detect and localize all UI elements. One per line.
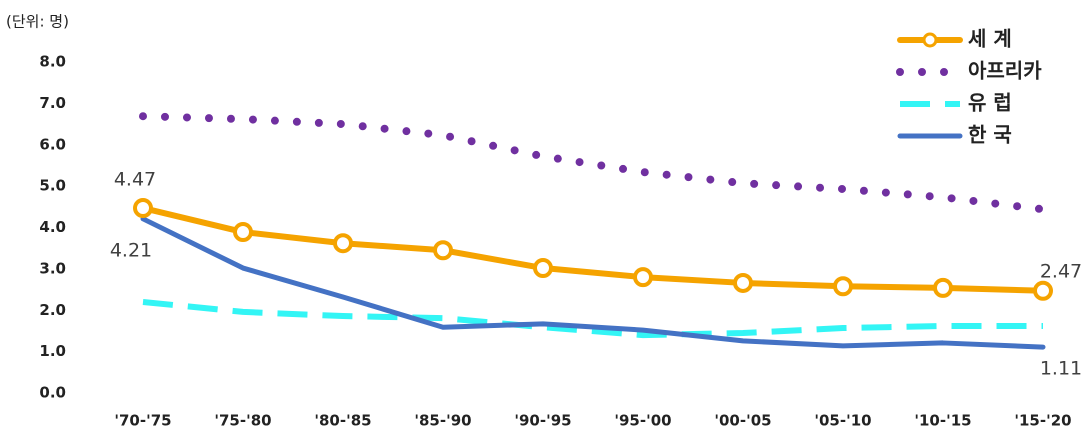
y-tick-label: 8.0 xyxy=(39,53,66,71)
point-marker xyxy=(833,276,853,297)
y-tick-label: 1.0 xyxy=(39,342,66,360)
x-tick-label: '75-'80 xyxy=(214,412,271,430)
y-tick-label: 2.0 xyxy=(39,301,66,319)
point-marker xyxy=(333,233,353,254)
y-tick-label: 4.0 xyxy=(39,218,66,236)
series-line xyxy=(140,216,1046,350)
point-marker xyxy=(633,267,653,288)
x-tick-label: '05-'10 xyxy=(814,412,871,430)
x-tick-label: '10-'15 xyxy=(914,412,971,430)
x-tick-label: '00-'05 xyxy=(714,412,771,430)
x-tick-label: '15-'20 xyxy=(1014,412,1071,430)
y-tick-label: 6.0 xyxy=(39,135,66,153)
series-line xyxy=(142,298,1043,339)
legend-label: 유 럽 xyxy=(968,91,1012,115)
y-tick-label: 3.0 xyxy=(39,259,66,277)
point-marker xyxy=(133,198,153,219)
point-marker xyxy=(433,240,453,261)
y-tick-label: 5.0 xyxy=(39,177,66,195)
legend-label: 세 계 xyxy=(968,27,1012,51)
x-tick-label: '85-'90 xyxy=(414,412,471,430)
data-label: 1.11 xyxy=(1040,358,1082,380)
point-marker xyxy=(933,277,953,298)
x-tick-label: '70-'75 xyxy=(114,412,171,430)
series-line xyxy=(139,112,1047,214)
point-marker xyxy=(233,222,253,243)
legend-marker xyxy=(922,32,938,48)
data-label: 4.21 xyxy=(110,239,152,261)
data-label: 2.47 xyxy=(1040,260,1082,282)
point-marker xyxy=(733,272,753,293)
legend-label: 아프리카 xyxy=(968,59,1042,83)
unit-label: (단위: 명) xyxy=(6,13,69,31)
x-tick-label: '80-'85 xyxy=(314,412,371,430)
x-tick-label: '95-'00 xyxy=(614,412,671,430)
point-marker xyxy=(533,258,553,279)
data-label: 4.47 xyxy=(114,169,156,191)
series-line xyxy=(140,205,1046,294)
legend-label: 한 국 xyxy=(968,123,1012,147)
y-tick-label: 0.0 xyxy=(39,384,66,402)
x-tick-label: '90-'95 xyxy=(514,412,571,430)
point-marker xyxy=(1033,280,1053,301)
y-tick-label: 7.0 xyxy=(39,94,66,112)
